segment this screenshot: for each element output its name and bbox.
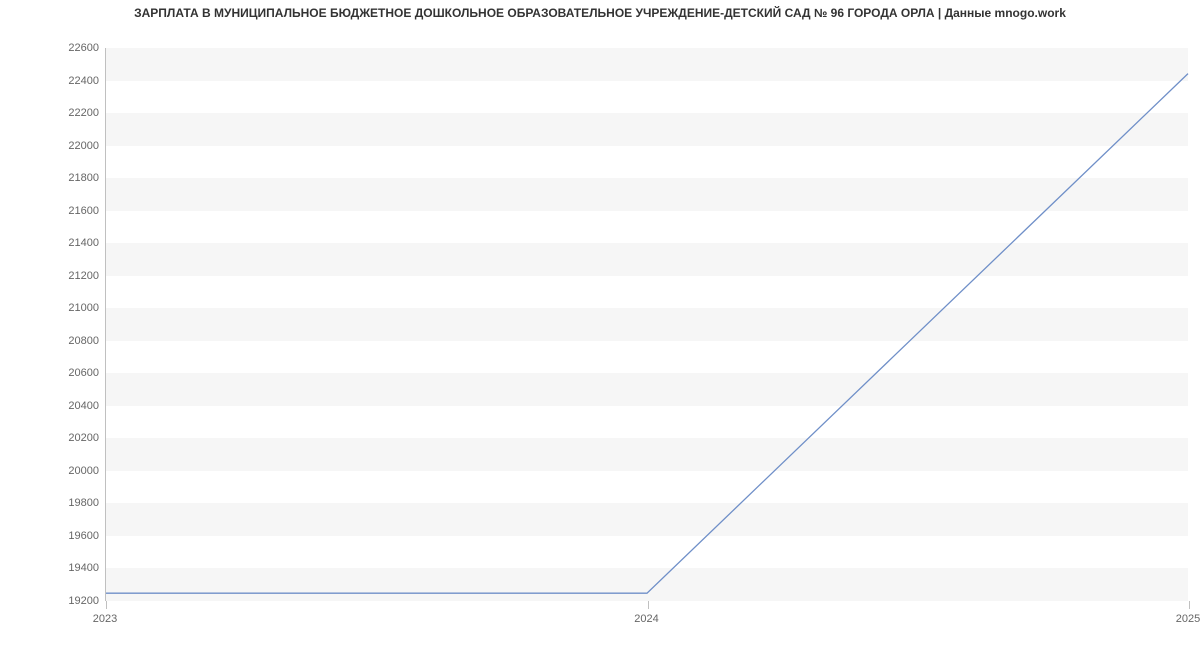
y-tick-label: 21000 [68, 302, 99, 314]
y-tick-label: 21800 [68, 172, 99, 184]
x-tick-label: 2024 [634, 613, 658, 625]
y-tick-label: 20400 [68, 400, 99, 412]
y-tick-label: 22600 [68, 42, 99, 54]
x-tick-mark [106, 601, 107, 609]
y-tick-label: 19600 [68, 530, 99, 542]
y-tick-label: 20000 [68, 465, 99, 477]
line-series [106, 48, 1188, 600]
y-tick-label: 20200 [68, 432, 99, 444]
x-tick-mark [1189, 601, 1190, 609]
x-tick-mark [648, 601, 649, 609]
chart-title: ЗАРПЛАТА В МУНИЦИПАЛЬНОЕ БЮДЖЕТНОЕ ДОШКО… [0, 6, 1200, 20]
y-tick-label: 20800 [68, 335, 99, 347]
plot-area [105, 48, 1188, 601]
y-tick-label: 20600 [68, 367, 99, 379]
y-tick-label: 22200 [68, 107, 99, 119]
y-tick-label: 21600 [68, 205, 99, 217]
y-tick-label: 21200 [68, 270, 99, 282]
chart-container: ЗАРПЛАТА В МУНИЦИПАЛЬНОЕ БЮДЖЕТНОЕ ДОШКО… [0, 0, 1200, 650]
x-tick-label: 2025 [1176, 613, 1200, 625]
y-tick-label: 22000 [68, 140, 99, 152]
y-tick-label: 21400 [68, 237, 99, 249]
y-tick-label: 19800 [68, 497, 99, 509]
y-tick-label: 19400 [68, 562, 99, 574]
y-tick-label: 19200 [68, 595, 99, 607]
y-tick-label: 22400 [68, 75, 99, 87]
x-tick-label: 2023 [93, 613, 117, 625]
